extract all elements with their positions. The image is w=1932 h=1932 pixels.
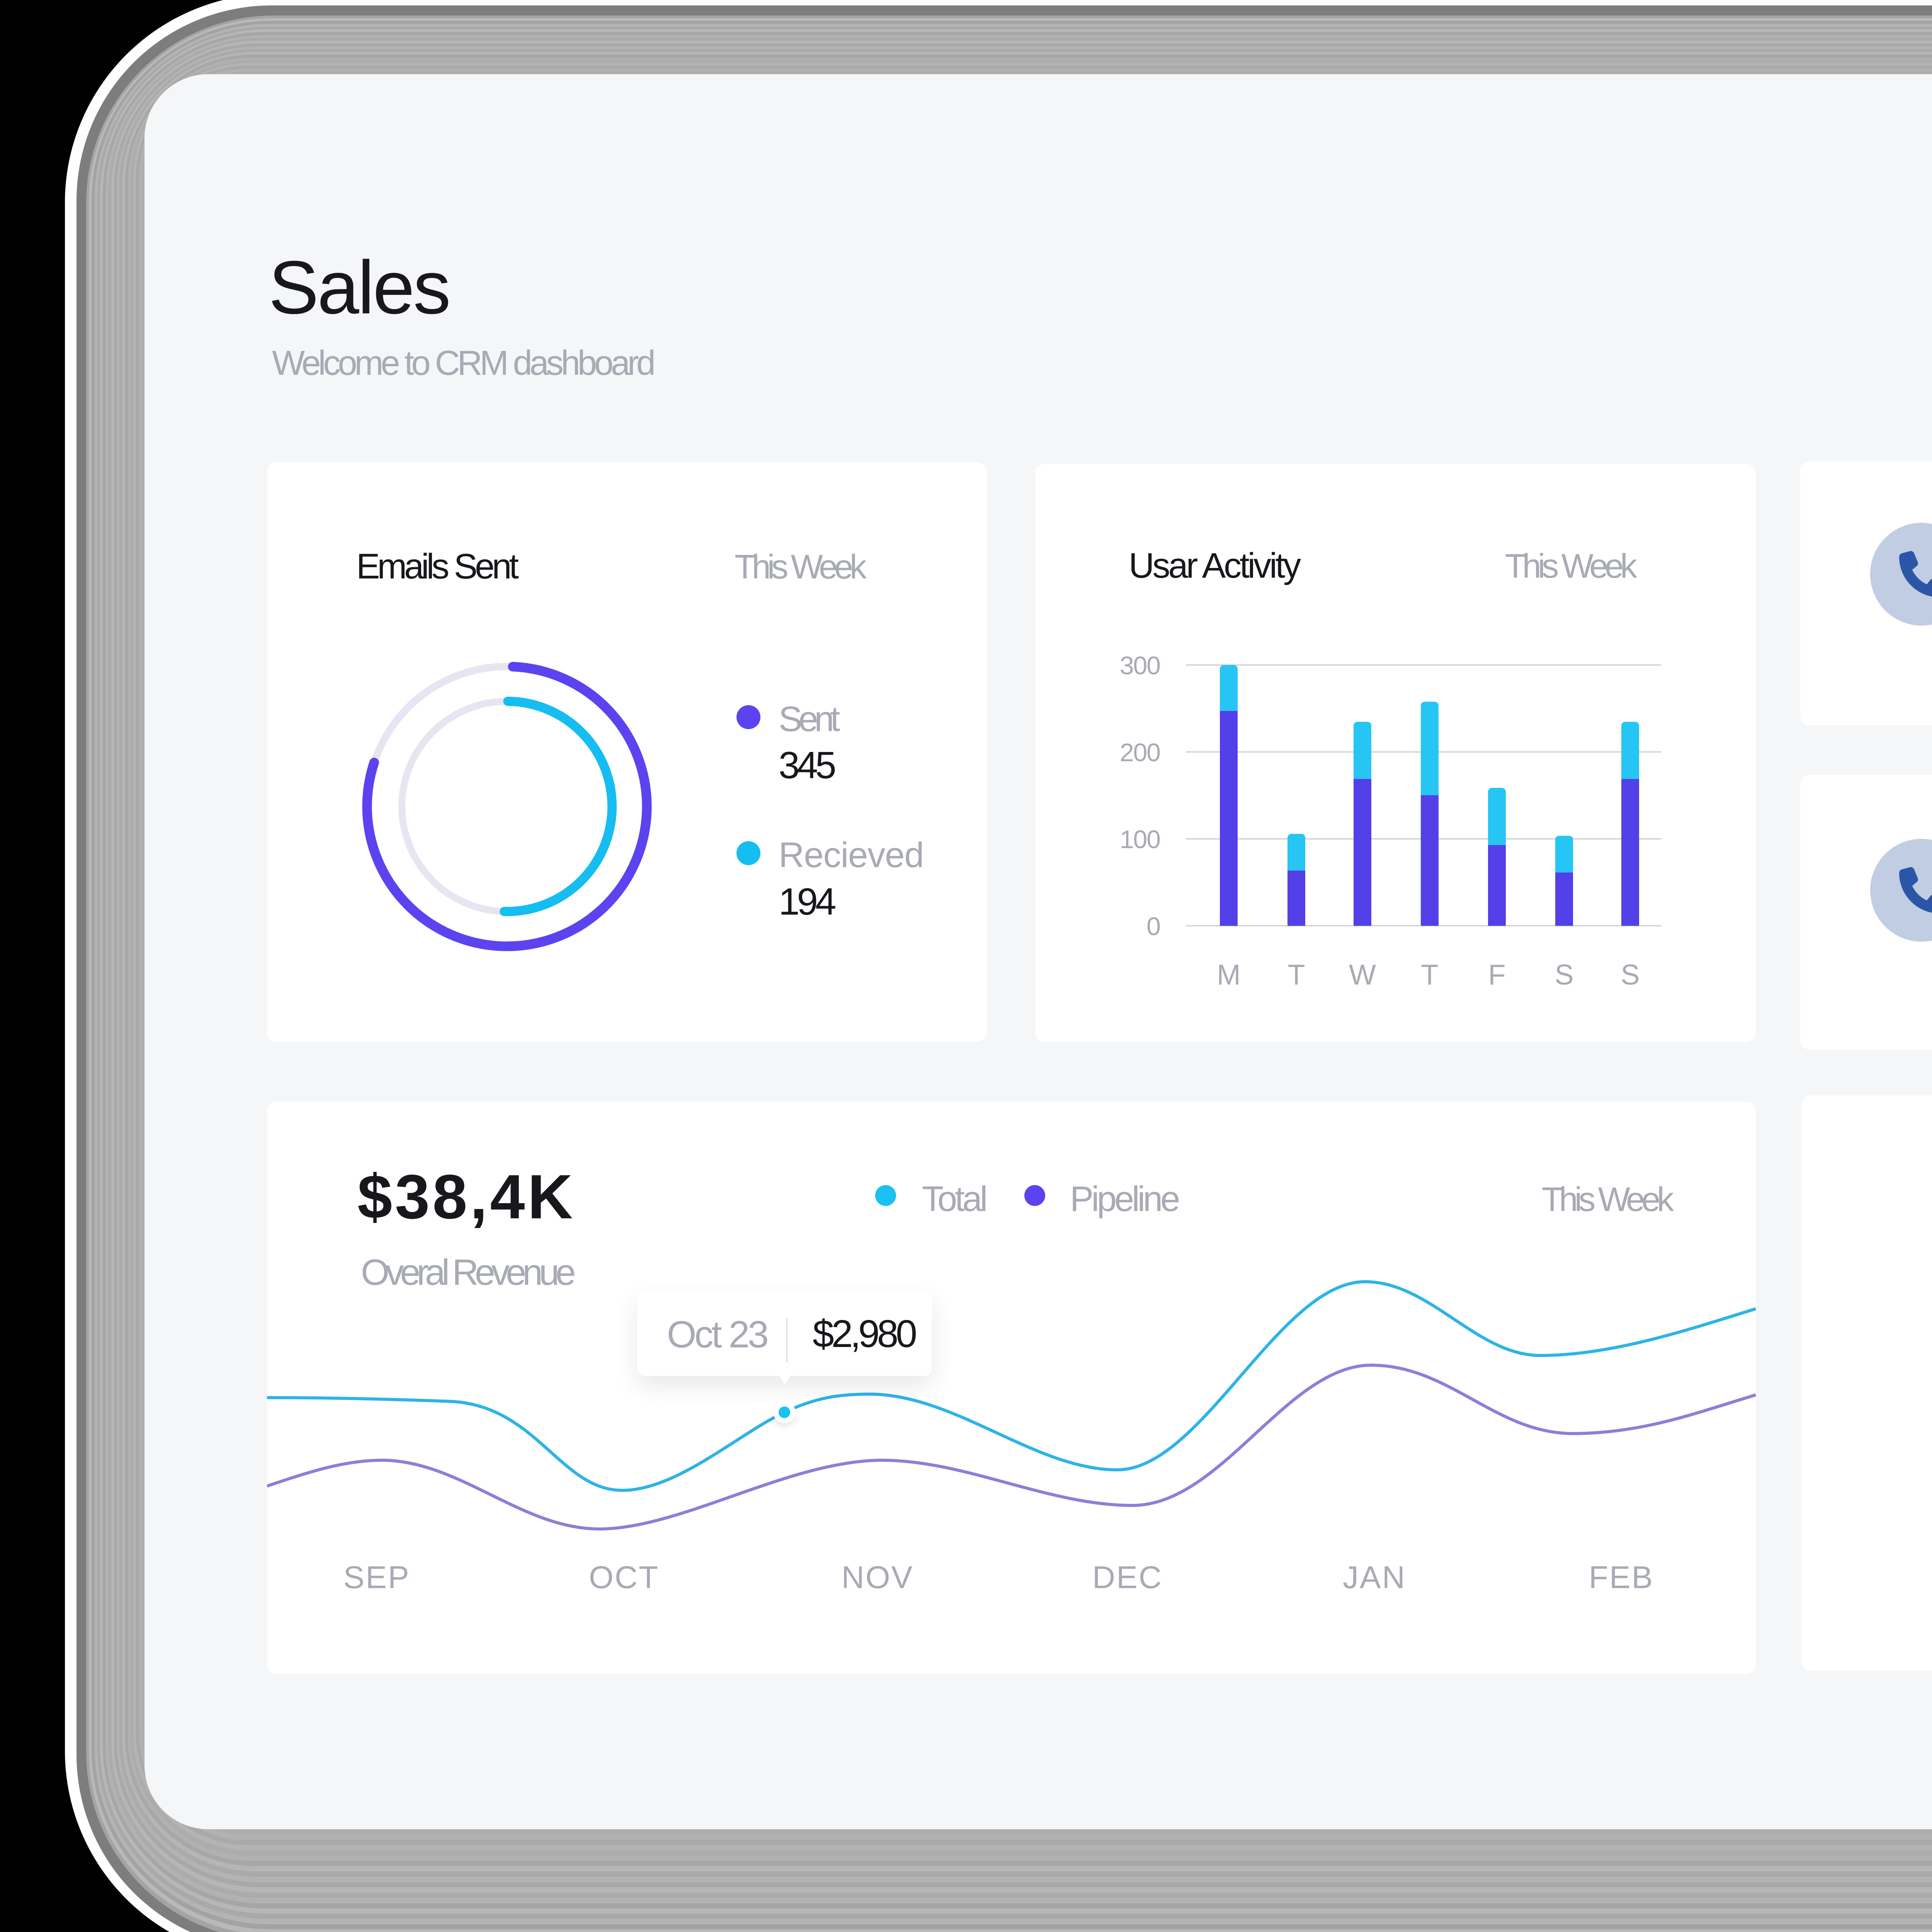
svg-text:M: M <box>1217 959 1241 991</box>
svg-text:S: S <box>1554 959 1573 991</box>
svg-text:JAN: JAN <box>1343 1560 1406 1595</box>
svg-text:F: F <box>1488 959 1505 991</box>
svg-text:DEC: DEC <box>1092 1560 1163 1595</box>
svg-text:SEP: SEP <box>343 1560 410 1595</box>
svg-text:100: 100 <box>1120 825 1160 854</box>
svg-text:T: T <box>1287 959 1305 991</box>
svg-text:0: 0 <box>1146 912 1160 940</box>
svg-text:300: 300 <box>1120 651 1160 680</box>
svg-text:OCT: OCT <box>589 1560 659 1595</box>
svg-text:200: 200 <box>1120 738 1160 767</box>
svg-text:W: W <box>1349 959 1376 991</box>
svg-text:NOV: NOV <box>842 1560 914 1595</box>
svg-text:FEB: FEB <box>1589 1560 1654 1595</box>
svg-text:S: S <box>1621 959 1639 991</box>
svg-text:T: T <box>1421 959 1438 991</box>
